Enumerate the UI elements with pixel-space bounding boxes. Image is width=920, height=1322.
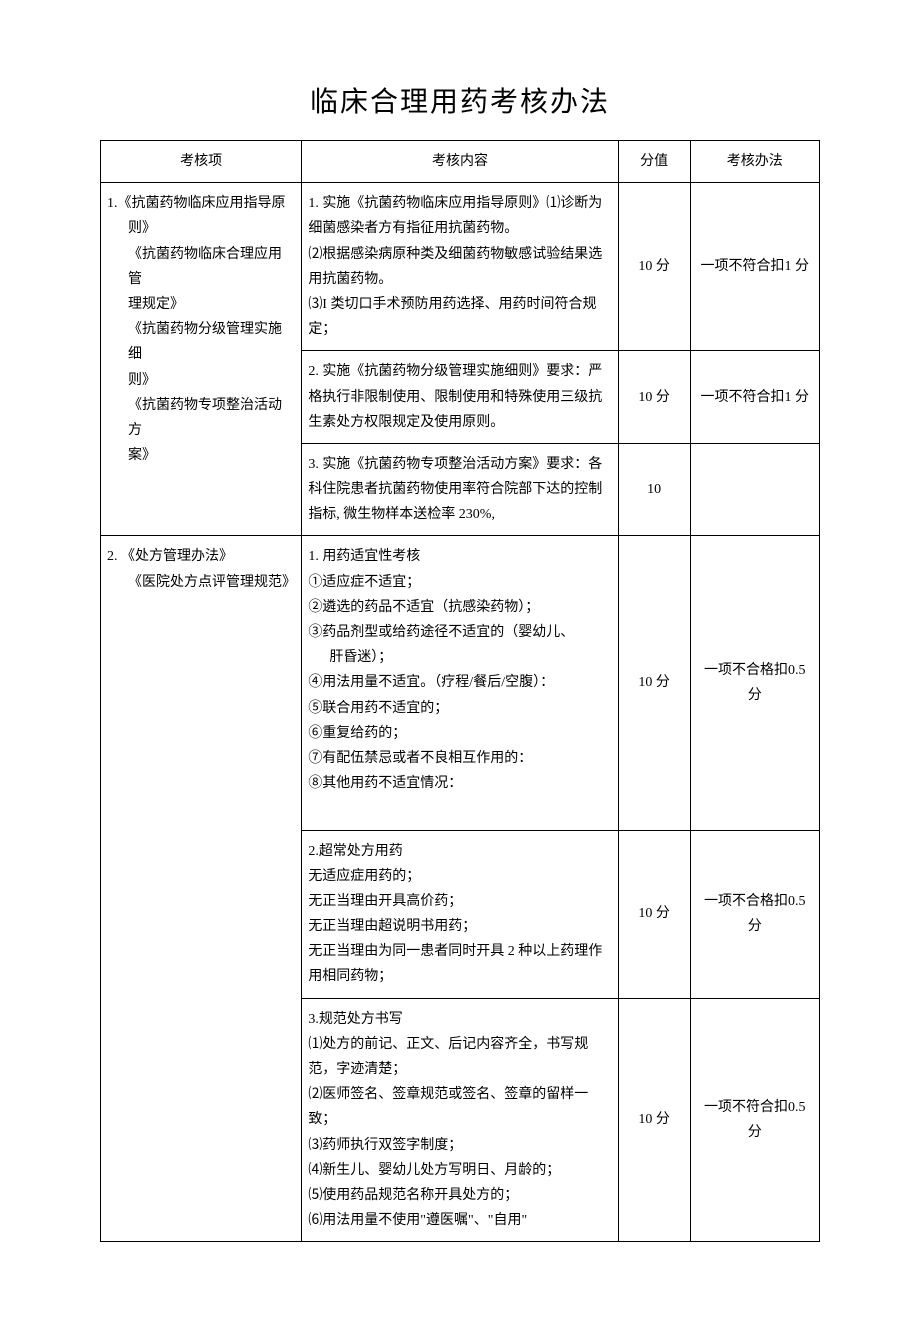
table-row: 1.《抗菌药物临床应用指导原 则》 《抗菌药物临床合理应用管 理规定》 《抗菌药… [101,183,820,351]
text: 无正当理由超说明书用药； [308,919,476,934]
item1-r2-method: 一项不符合扣1 分 [690,351,819,444]
text: ⑦有配伍禁忌或者不良相互作用的： [308,751,532,766]
text: ⑸使用药品规范名称开具处方的； [308,1188,518,1203]
text: ⑴处方的前记、正文、后记内容齐全，书写规范，字迹清楚； [308,1037,588,1077]
text: 案》 [107,443,295,468]
text: 则》 [107,216,295,241]
item2-r2-method: 一项不合格扣0.5 分 [690,830,819,998]
text: ⑵医师签名、签章规范或签名、签章的留样一致； [308,1087,588,1127]
table-header-row: 考核项 考核内容 分值 考核办法 [101,141,820,183]
text: ④用法用量不适宜。（疗程/餐后/空腹）： [308,675,554,690]
text: 肝昏迷）； [308,645,611,670]
item2-r2-content: 2.超常处方用药 无适应症用药的； 无正当理由开具高价药； 无正当理由超说明书用… [302,830,618,998]
item1-r2-content: 2. 实施《抗菌药物分级管理实施细则》要求：严格执行非限制使用、限制使用和特殊使… [302,351,618,444]
text: ②遴选的药品不适宜（抗感染药物）； [308,600,539,615]
header-method: 考核办法 [690,141,819,183]
item1-r1-score: 10 分 [618,183,690,351]
text: 无正当理由为同一患者同时开具 2 种以上药理作用相同药物； [308,944,602,984]
item1-r3-method [690,443,819,536]
text: 理规定》 [107,292,295,317]
text: ⑹用法用量不使用"遵医嘱"、"自用" [308,1213,527,1228]
item1-r2-score: 10 分 [618,351,690,444]
text: 《医院处方点评管理规范》 [107,570,295,595]
header-score: 分值 [618,141,690,183]
text: 3.规范处方书写 [308,1012,403,1027]
text: 1. 用药适宜性考核 [308,549,420,564]
text: ⑵根据感染病原种类及细菌药物敏感试验结果选用抗菌药物。 [308,247,602,287]
text: ①适应症不适宜； [308,575,420,590]
page-title: 临床合理用药考核办法 [100,80,820,120]
item2-r1-method: 一项不合格扣0.5 分 [690,536,819,830]
text: 1. 实施《抗菌药物临床应用指导原则》⑴诊断为细菌感染者方有指征用抗菌药物。 [308,196,602,236]
header-content: 考核内容 [302,141,618,183]
text: ⑧其他用药不适宜情况： [308,776,462,791]
item1-r3-score: 10 [618,443,690,536]
assessment-table: 考核项 考核内容 分值 考核办法 1.《抗菌药物临床应用指导原 则》 《抗菌药物… [100,140,820,1242]
text: ⑷新生儿、婴幼儿处方写明日、月龄的； [308,1163,560,1178]
text: ⑥重复给药的； [308,726,406,741]
item2-r1-content: 1. 用药适宜性考核 ①适应症不适宜； ②遴选的药品不适宜（抗感染药物）； ③药… [302,536,618,830]
text: 2.超常处方用药 [308,844,403,859]
header-item: 考核项 [101,141,302,183]
item2-r2-score: 10 分 [618,830,690,998]
text: ⑶I 类切口手术预防用药选择、用药时间符合规定； [308,297,596,337]
table-row: 2. 《处方管理办法》 《医院处方点评管理规范》 1. 用药适宜性考核 ①适应症… [101,536,820,830]
text: ⑤联合用药不适宜的； [308,701,448,716]
text: 无适应症用药的； [308,869,420,884]
item2-r1-score: 10 分 [618,536,690,830]
item1-name: 1.《抗菌药物临床应用指导原 则》 《抗菌药物临床合理应用管 理规定》 《抗菌药… [101,183,302,536]
text: 《抗菌药物专项整治活动方 [107,393,295,443]
item2-r3-method: 一项不符合扣0.5 分 [690,998,819,1242]
item1-r1-content: 1. 实施《抗菌药物临床应用指导原则》⑴诊断为细菌感染者方有指征用抗菌药物。 ⑵… [302,183,618,351]
text: ③药品剂型或给药途径不适宜的（婴幼儿、 [308,625,574,640]
text: 无正当理由开具高价药； [308,894,462,909]
text: 则》 [107,368,295,393]
text: ⑶药师执行双签字制度； [308,1138,462,1153]
item1-r3-content: 3. 实施《抗菌药物专项整治活动方案》要求：各科住院患者抗菌药物使用率符合院部下… [302,443,618,536]
text: 2. 《处方管理办法》 [107,544,295,569]
text: 1.《抗菌药物临床应用指导原 [107,191,295,216]
text: 《抗菌药物临床合理应用管 [107,242,295,292]
item2-name: 2. 《处方管理办法》 《医院处方点评管理规范》 [101,536,302,1242]
text: 《抗菌药物分级管理实施细 [107,317,295,367]
item2-r3-content: 3.规范处方书写 ⑴处方的前记、正文、后记内容齐全，书写规范，字迹清楚； ⑵医师… [302,998,618,1242]
item1-r1-method: 一项不符合扣1 分 [690,183,819,351]
item2-r3-score: 10 分 [618,998,690,1242]
